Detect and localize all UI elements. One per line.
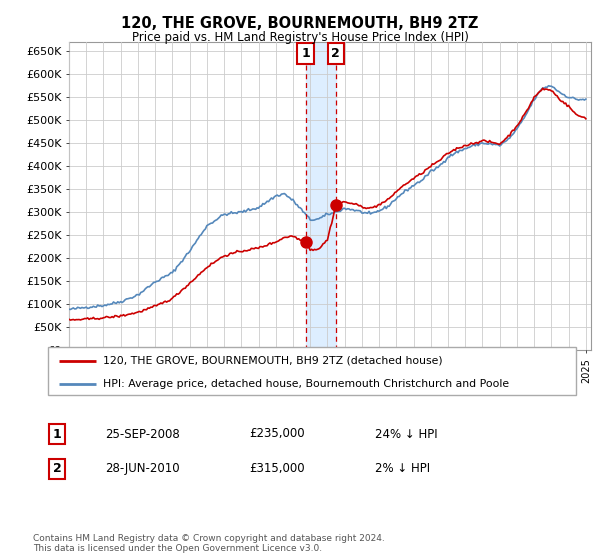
- Text: 24% ↓ HPI: 24% ↓ HPI: [375, 427, 437, 441]
- Text: 25-SEP-2008: 25-SEP-2008: [105, 427, 180, 441]
- Text: HPI: Average price, detached house, Bournemouth Christchurch and Poole: HPI: Average price, detached house, Bour…: [103, 379, 509, 389]
- Text: Contains HM Land Registry data © Crown copyright and database right 2024.
This d: Contains HM Land Registry data © Crown c…: [33, 534, 385, 553]
- Text: £315,000: £315,000: [249, 462, 305, 475]
- Bar: [305, 42, 336, 350]
- Text: 28-JUN-2010: 28-JUN-2010: [105, 462, 179, 475]
- Text: 1: 1: [53, 427, 61, 441]
- Text: Price paid vs. HM Land Registry's House Price Index (HPI): Price paid vs. HM Land Registry's House …: [131, 31, 469, 44]
- Text: 2% ↓ HPI: 2% ↓ HPI: [375, 462, 430, 475]
- Text: £235,000: £235,000: [249, 427, 305, 441]
- Text: 2: 2: [331, 47, 340, 60]
- Text: 120, THE GROVE, BOURNEMOUTH, BH9 2TZ: 120, THE GROVE, BOURNEMOUTH, BH9 2TZ: [121, 16, 479, 31]
- Text: 120, THE GROVE, BOURNEMOUTH, BH9 2TZ (detached house): 120, THE GROVE, BOURNEMOUTH, BH9 2TZ (de…: [103, 356, 443, 366]
- Text: 2: 2: [53, 462, 61, 475]
- Text: 1: 1: [301, 47, 310, 60]
